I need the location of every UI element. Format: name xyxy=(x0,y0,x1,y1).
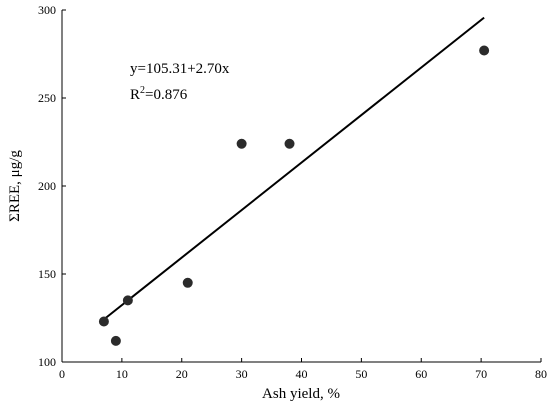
y-tick-label: 150 xyxy=(38,267,56,281)
x-tick-label: 80 xyxy=(535,367,547,381)
data-point xyxy=(122,295,133,306)
r-squared-value: =0.876 xyxy=(145,87,188,103)
x-tick-label: 30 xyxy=(236,367,248,381)
y-tick-label: 300 xyxy=(38,3,56,17)
data-point xyxy=(284,138,295,149)
y-ticks: 100 150 200 250 300 xyxy=(38,3,66,369)
x-tick-label: 40 xyxy=(296,367,308,381)
data-point xyxy=(479,45,490,56)
data-point xyxy=(110,335,121,346)
x-ticks: 0 10 20 30 40 50 60 70 80 xyxy=(59,358,547,381)
y-axis-title: ΣREE, μg/g xyxy=(7,150,23,222)
x-axis-title: Ash yield, % xyxy=(262,386,340,402)
y-tick-label: 100 xyxy=(38,355,56,369)
r-squared-annotation: R2=0.876 xyxy=(130,85,188,103)
r-squared-symbol: R xyxy=(130,87,140,103)
r-squared-superscript: 2 xyxy=(140,85,145,96)
x-tick-label: 10 xyxy=(116,367,128,381)
y-tick-label: 250 xyxy=(38,91,56,105)
x-tick-label: 70 xyxy=(475,367,487,381)
y-tick-label: 200 xyxy=(38,179,56,193)
x-tick-label: 20 xyxy=(176,367,188,381)
data-points xyxy=(98,45,490,346)
data-point xyxy=(236,138,247,149)
x-tick-label: 0 xyxy=(59,367,65,381)
data-point xyxy=(98,316,109,327)
regression-equation: y=105.31+2.70x xyxy=(130,61,230,77)
regression-line-group xyxy=(103,16,485,321)
x-tick-label: 60 xyxy=(415,367,427,381)
data-point xyxy=(182,277,193,288)
regression-line xyxy=(103,16,485,321)
x-tick-label: 50 xyxy=(355,367,367,381)
